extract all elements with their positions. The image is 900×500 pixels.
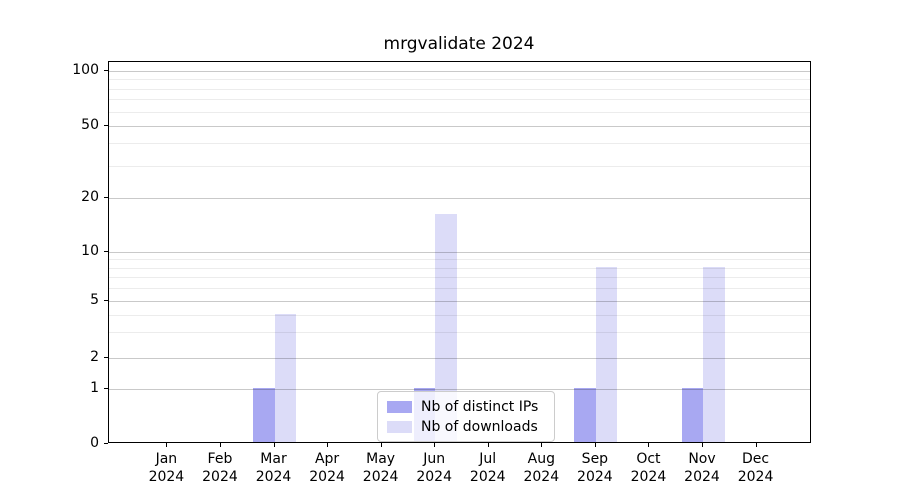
gridline-minor — [109, 79, 810, 81]
y-tick-label: 20 — [81, 188, 99, 205]
x-tick-year: 2024 — [362, 469, 399, 485]
gridline-major — [109, 252, 810, 253]
x-tick-year: 2024 — [202, 469, 238, 485]
x-tick-mark — [434, 443, 436, 447]
y-tick-label: 100 — [72, 62, 99, 78]
gridline-minor — [109, 165, 810, 167]
x-tick-label: Dec 2024 — [738, 450, 774, 486]
legend-swatch — [387, 420, 412, 433]
gridline-minor — [109, 143, 810, 145]
x-tick-year: 2024 — [148, 469, 185, 485]
x-tick-label: Aug 2024 — [523, 450, 559, 486]
bar-downloads — [435, 214, 457, 442]
legend-item: Nb of downloads — [387, 418, 544, 435]
x-tick-label: Jul 2024 — [470, 450, 506, 486]
y-tick-mark — [104, 251, 108, 252]
chart-title: mrgvalidate 2024 — [383, 34, 535, 54]
x-tick-mark — [755, 443, 757, 447]
x-tick-label: Nov 2024 — [684, 450, 720, 486]
y-tick-label: 10 — [81, 243, 99, 259]
x-tick-year: 2024 — [737, 469, 774, 485]
y-tick-mark — [104, 443, 108, 444]
gridline-minor — [109, 99, 810, 101]
y-tick-mark — [104, 70, 108, 71]
gridline-minor — [109, 111, 810, 113]
bar-downloads — [595, 266, 618, 442]
legend-item: Nb of distinct IPs — [387, 398, 544, 415]
y-tick-label: 50 — [81, 117, 99, 133]
y-tick-mark — [104, 300, 108, 301]
bar-distinct-ips — [253, 388, 275, 442]
x-tick-mark — [541, 443, 543, 447]
x-tick-year: 2024 — [416, 469, 453, 485]
x-tick-month: Dec — [741, 451, 770, 467]
x-tick-mark — [327, 443, 329, 447]
x-tick-year: 2024 — [577, 469, 613, 485]
y-tick-mark — [104, 388, 108, 389]
x-tick-month: Apr — [314, 451, 340, 467]
x-tick-month: Oct — [636, 451, 661, 467]
bar-downloads — [703, 266, 725, 442]
x-tick-month: Sep — [581, 451, 609, 467]
gridline-major — [109, 71, 810, 72]
x-tick-month: Jan — [155, 451, 178, 467]
x-tick-year: 2024 — [255, 469, 292, 485]
x-tick-label: May 2024 — [363, 450, 399, 486]
legend-swatch — [387, 400, 412, 413]
gridline-major — [109, 126, 810, 127]
x-tick-mark — [594, 443, 596, 447]
x-tick-label: Jun 2024 — [416, 450, 452, 486]
x-tick-mark — [380, 443, 382, 447]
bar-distinct-ips — [574, 388, 596, 442]
y-tick-label: 0 — [90, 435, 99, 451]
y-tick-mark — [104, 356, 108, 358]
y-tick-label: 1 — [90, 380, 99, 396]
x-tick-label: Mar 2024 — [256, 450, 292, 486]
x-tick-year: 2024 — [630, 469, 667, 485]
x-tick-mark — [702, 443, 703, 447]
bar-distinct-ips — [681, 388, 703, 442]
x-tick-label: Oct 2024 — [631, 450, 667, 486]
x-tick-label: Sep 2024 — [577, 450, 613, 486]
x-tick-year: 2024 — [523, 469, 560, 485]
x-tick-month: Feb — [207, 451, 233, 467]
x-tick-month: Nov — [688, 451, 716, 467]
x-tick-mark — [219, 443, 221, 447]
x-tick-year: 2024 — [469, 469, 506, 485]
x-tick-mark — [648, 443, 650, 447]
x-tick-month: May — [366, 451, 396, 467]
x-tick-label: Apr 2024 — [309, 450, 345, 486]
x-tick-mark — [273, 443, 275, 447]
legend-label: Nb of downloads — [421, 418, 538, 435]
x-tick-month: Mar — [260, 451, 287, 467]
y-tick-mark — [104, 196, 108, 198]
legend-label: Nb of distinct IPs — [421, 398, 539, 415]
gridline-minor — [109, 259, 810, 261]
legend: Nb of distinct IPs Nb of downloads — [377, 391, 555, 442]
x-tick-mark — [166, 443, 168, 447]
x-tick-month: Aug — [527, 451, 555, 467]
gridline-major — [109, 197, 810, 199]
y-tick-label: 5 — [90, 292, 99, 308]
x-tick-year: 2024 — [684, 469, 720, 485]
gridline-minor — [109, 88, 810, 90]
x-tick-label: Feb 2024 — [202, 450, 238, 486]
x-tick-year: 2024 — [309, 469, 345, 485]
x-tick-label: Jan 2024 — [149, 450, 185, 486]
x-tick-month: Jul — [479, 451, 497, 467]
plot-area — [108, 61, 811, 443]
x-tick-month: Jun — [423, 451, 446, 467]
y-tick-mark — [104, 125, 108, 126]
bar-downloads — [274, 313, 297, 442]
y-tick-label: 2 — [90, 348, 99, 365]
x-tick-mark — [487, 443, 489, 447]
